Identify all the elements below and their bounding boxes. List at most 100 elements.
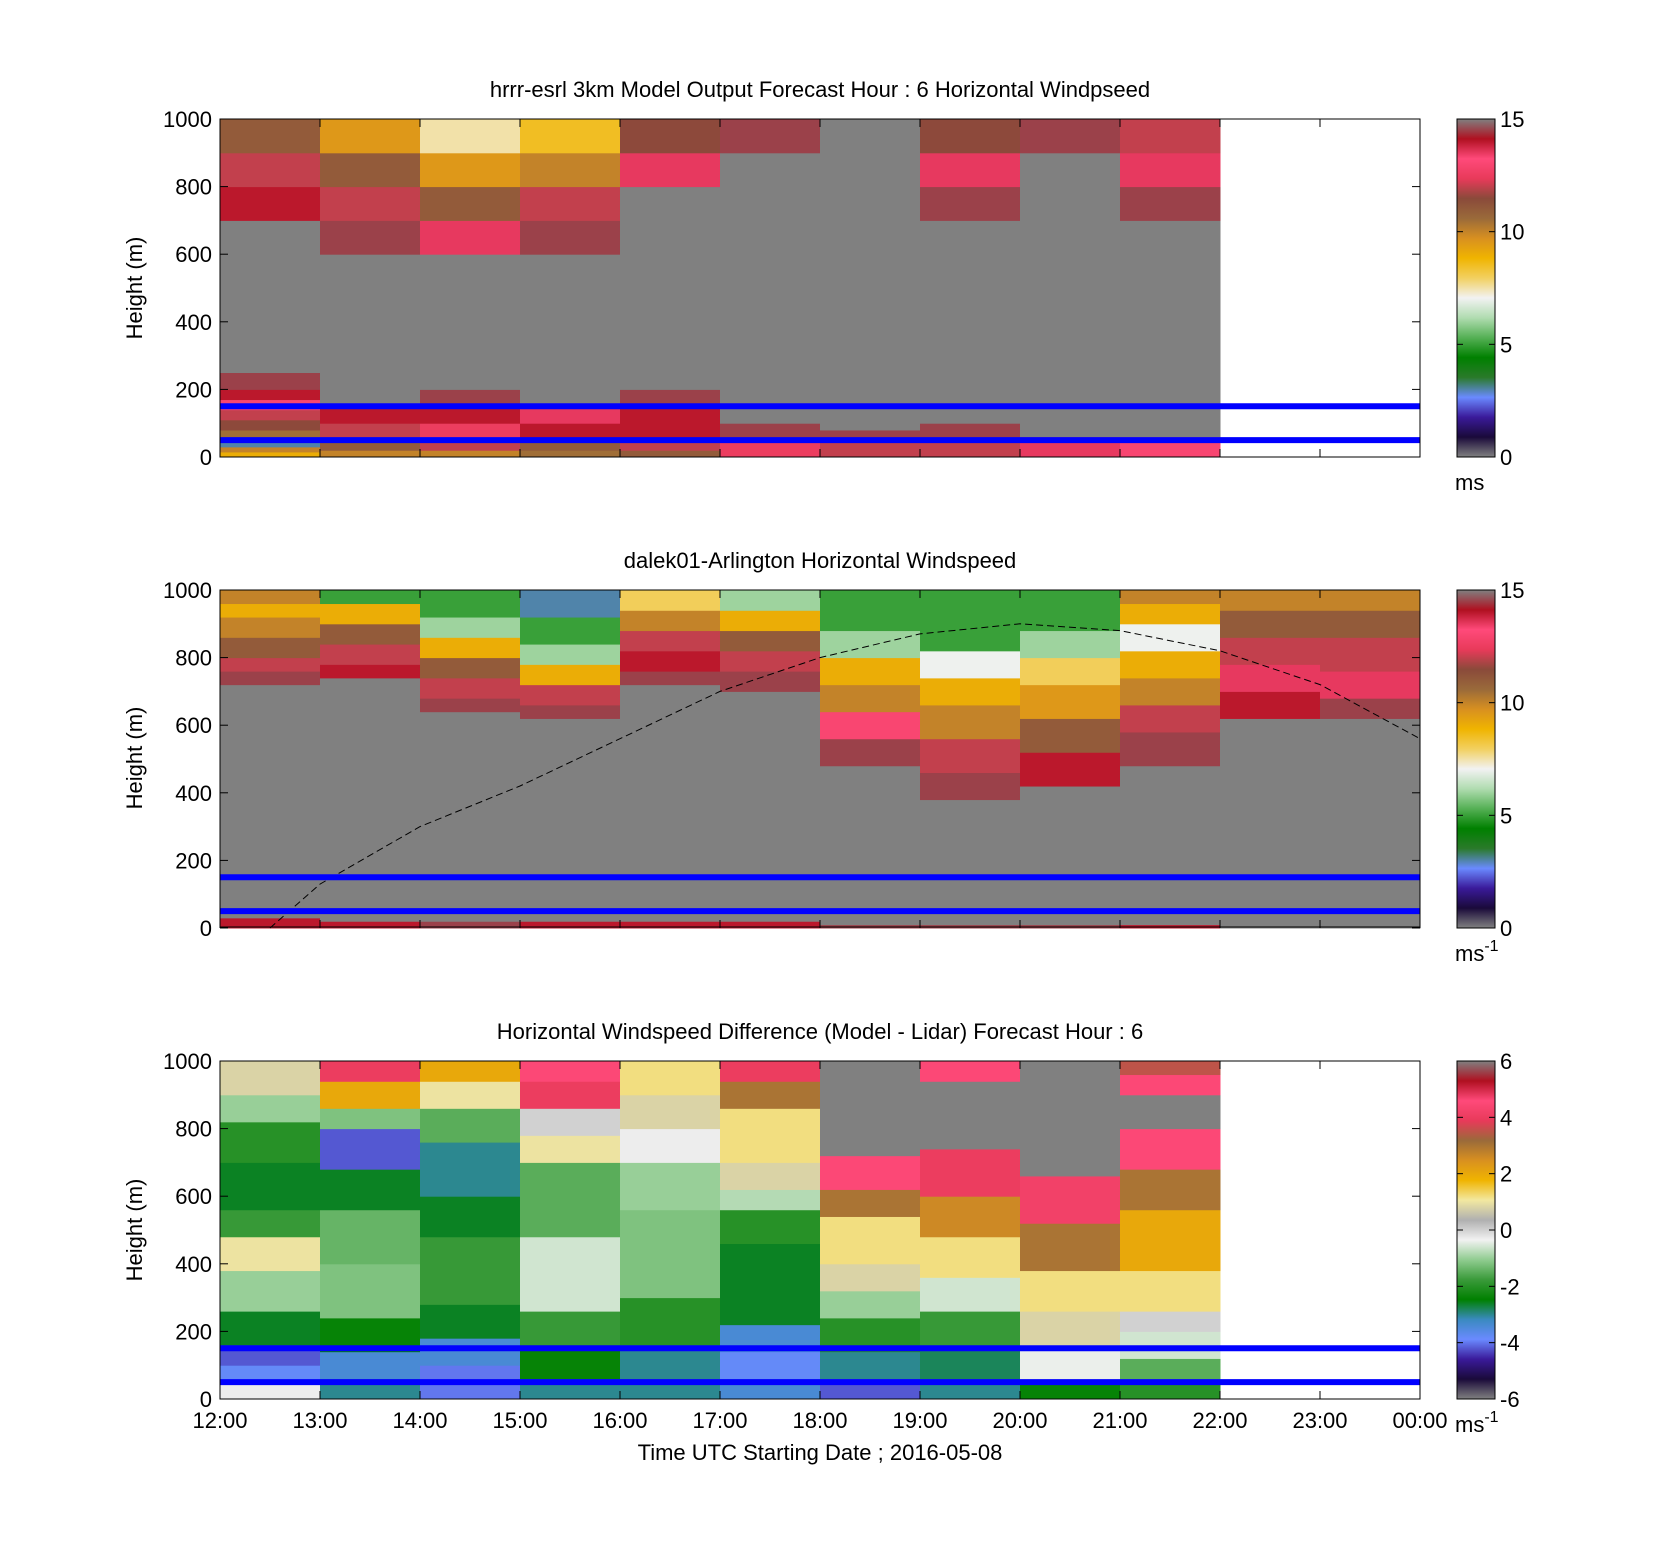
- heatmap-cell: [520, 704, 621, 719]
- heatmap-cell: [320, 254, 421, 407]
- heatmap-cell: [420, 152, 521, 188]
- x-axis-ticks: [219, 119, 1421, 457]
- x-tick-label: 16:00: [592, 1408, 647, 1433]
- y-tick-label: 200: [175, 848, 212, 873]
- heatmap-cell: [1120, 650, 1221, 679]
- heatmap-cell: [1120, 220, 1221, 438]
- y-tick-label: 0: [200, 445, 212, 470]
- heatmap-cell: [220, 429, 321, 441]
- heatmap-cell: [520, 718, 621, 922]
- heatmap-cell: [220, 671, 321, 686]
- x-axis-ticks: 12:00 13:00 14:00 15:00 16:00 17:00 18:00 19:00…: [192, 1061, 1448, 1433]
- x-tick-label: 14:00: [392, 1408, 447, 1433]
- heatmap-cell: [420, 637, 521, 659]
- heatmap-cell: [320, 603, 421, 625]
- reference-lines: [220, 403, 1420, 444]
- heatmap-cell: [620, 630, 721, 652]
- y-tick-label: 1000: [163, 578, 212, 603]
- heatmap-cell: [1120, 186, 1221, 221]
- heatmap-cell: [820, 440, 921, 458]
- heatmap-cell: [620, 671, 721, 686]
- heatmap-cell: [320, 1081, 421, 1109]
- heatmap-cell: [320, 1108, 421, 1130]
- heatmap-cell: [320, 220, 421, 255]
- heatmap-cell: [420, 1081, 521, 1109]
- heatmap-cell: [620, 1162, 721, 1211]
- heatmap-cell: [520, 440, 621, 451]
- heatmap-cell: [620, 1344, 721, 1400]
- heatmap-cell: [520, 1081, 621, 1109]
- heatmap-cell: [1120, 731, 1221, 767]
- heatmap-cell: [420, 186, 521, 221]
- heatmap-cell: [920, 650, 1021, 679]
- heatmap-cell: [220, 1094, 321, 1123]
- heatmap-cell: [520, 152, 621, 188]
- heatmap-cell: [1120, 677, 1221, 706]
- heatmap-cell: [920, 738, 1021, 774]
- heatmap-cell: [720, 1189, 821, 1211]
- heatmap-cell: [820, 590, 921, 632]
- heatmap-cell: [420, 254, 521, 289]
- y-tick-label: 400: [175, 781, 212, 806]
- heatmap-cell: [820, 152, 921, 431]
- heatmap-cell: [720, 650, 821, 672]
- colorbar-tick-label: -6: [1500, 1387, 1520, 1412]
- heatmap-cell: [620, 389, 721, 407]
- colorbar-unit-exponent: -1: [1484, 1409, 1498, 1426]
- heatmap-cell: [220, 603, 321, 618]
- y-tick-label: 400: [175, 1252, 212, 1277]
- y-axis-label: Height (m): [122, 707, 147, 810]
- heatmap-cell: [720, 921, 821, 929]
- heatmap-cell: [320, 644, 421, 665]
- heatmap-cell: [920, 1196, 1021, 1238]
- heatmap-cell: [420, 423, 521, 441]
- y-tick-label: 0: [200, 1387, 212, 1412]
- heatmap-cell: [520, 1236, 621, 1312]
- colorbar-unit: ms-1: [1455, 1409, 1499, 1437]
- heatmap-cell: [1120, 1270, 1221, 1312]
- reference-lines: [220, 874, 1420, 915]
- heatmap-cell: [320, 152, 421, 188]
- heatmap-cell: [720, 671, 821, 692]
- heatmap-cell: [820, 1155, 921, 1190]
- heatmap-cell: [920, 772, 1021, 801]
- heatmap-cell: [420, 1304, 521, 1339]
- heatmap-cell: [220, 419, 321, 431]
- heatmap-cell: [1120, 1382, 1221, 1400]
- heatmap-cell: [1120, 1311, 1221, 1332]
- heatmap-cell: [920, 704, 1021, 740]
- heatmap-cell: [420, 288, 521, 390]
- colorbar-unit: ms-1: [1455, 938, 1499, 966]
- heatmap-cell: [420, 440, 521, 451]
- heatmap-cell: [1120, 1358, 1221, 1383]
- heatmap-cell: [520, 1311, 621, 1346]
- heatmap-cell: [1020, 1270, 1121, 1312]
- heatmap-cell: [920, 1236, 1021, 1278]
- y-axis-label: Height (m): [122, 237, 147, 340]
- heatmap-cell: [220, 446, 321, 453]
- colorbar-tick-label: 5: [1500, 332, 1512, 357]
- y-tick-label: 800: [175, 1117, 212, 1142]
- colorbar-tick-label: -4: [1500, 1331, 1520, 1356]
- heatmap-cell: [920, 799, 1021, 926]
- heatmap-cell: [220, 186, 321, 221]
- heatmap-cell: [520, 617, 621, 645]
- heatmap-cell: [820, 119, 921, 154]
- heatmap-cell: [220, 409, 321, 421]
- y-tick-label: 1000: [163, 1049, 212, 1074]
- heatmap-cell: [1220, 691, 1321, 719]
- heatmap-cell: [420, 119, 521, 154]
- heatmap-cell: [320, 186, 421, 221]
- heatmap-cell: [420, 1142, 521, 1197]
- heatmap-cell: [420, 677, 521, 699]
- y-axis-ticks: 0 200 400 600 800 1000: [163, 1049, 1420, 1412]
- x-tick-label: 20:00: [992, 1408, 1047, 1433]
- heatmap-cell: [320, 1351, 421, 1380]
- x-tick-label: 00:00: [1392, 1408, 1447, 1433]
- heatmap-cell: [1220, 718, 1321, 929]
- heatmap-cell: [520, 423, 621, 441]
- heatmap-cell: [1220, 590, 1321, 611]
- heatmap-cell: [1120, 1074, 1221, 1096]
- heatmap-cells: [220, 119, 1221, 458]
- heatmap-cell: [320, 1263, 421, 1319]
